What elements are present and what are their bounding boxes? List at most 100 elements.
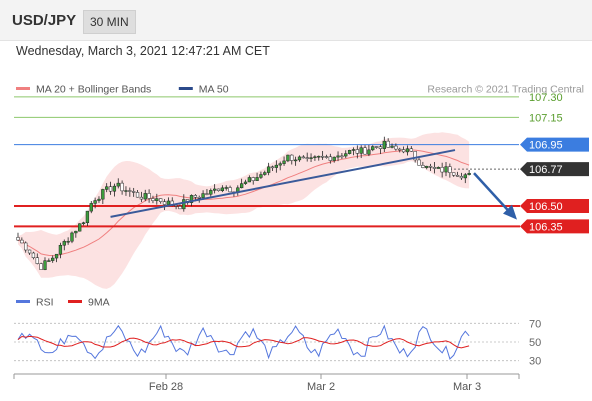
- rsi-legend-swatch-1: [68, 300, 82, 303]
- header-bar: USD/JPY 30 MIN: [0, 0, 592, 41]
- timeframe-button[interactable]: 30 MIN: [83, 10, 136, 34]
- candle-body-60: [247, 177, 252, 183]
- candle-body-52: [216, 188, 221, 191]
- credit-text: Research © 2021 Trading Central: [427, 84, 584, 96]
- ma20-line: [17, 149, 470, 257]
- candle-body-83: [336, 155, 340, 158]
- candle-body-69: [282, 160, 286, 164]
- candle-body-91: [367, 149, 371, 155]
- rsi-level-label-1: 50: [529, 337, 541, 349]
- candle-body-34: [147, 193, 151, 199]
- candle-body-86: [347, 150, 352, 154]
- candle-body-73: [297, 156, 302, 161]
- level-badge-5: [520, 219, 589, 234]
- candle-body-46: [193, 195, 198, 198]
- candle-body-23: [105, 186, 109, 190]
- x-tick-label-0: Feb 28: [149, 381, 183, 393]
- candle-body-76: [309, 157, 313, 159]
- candle-body-29: [128, 190, 132, 192]
- candle-body-17: [81, 222, 86, 224]
- candle-body-112: [448, 166, 452, 173]
- projection-arrow-shaft: [473, 172, 512, 215]
- candle-body-47: [197, 197, 201, 199]
- candle-body-12: [62, 241, 66, 246]
- candle-body-58: [239, 183, 244, 189]
- candle-body-102: [409, 148, 413, 152]
- candle-body-35: [151, 198, 155, 201]
- candle-body-94: [378, 146, 383, 149]
- candle-body-77: [313, 156, 317, 159]
- candle-body-5: [35, 257, 39, 264]
- candle-body-15: [74, 230, 78, 234]
- projection-arrow-head: [503, 204, 517, 220]
- candle-body-101: [405, 148, 410, 153]
- candle-body-37: [159, 198, 163, 202]
- candle-body-79: [320, 155, 325, 158]
- candle-body-111: [444, 166, 448, 173]
- candle-body-2: [24, 242, 28, 251]
- candle-body-25: [112, 185, 117, 192]
- x-tick-label-1: Mar 2: [307, 381, 335, 393]
- candle-body-96: [386, 140, 390, 148]
- level-label-2: 106.95: [529, 140, 563, 152]
- trendline: [110, 149, 456, 218]
- candle-body-45: [189, 195, 194, 203]
- candle-body-0: [16, 237, 20, 241]
- candle-body-50: [209, 190, 213, 195]
- rsi-level-label-0: 70: [529, 318, 541, 330]
- candle-body-24: [108, 186, 113, 192]
- candle-body-62: [255, 177, 259, 181]
- level-label-5: 106.35: [529, 221, 563, 233]
- candle-body-68: [278, 163, 282, 166]
- candle-body-41: [174, 205, 178, 207]
- candle-body-3: [27, 249, 32, 254]
- candle-body-115: [459, 176, 464, 179]
- candle-body-54: [224, 187, 228, 189]
- level-label-1: 107.15: [529, 112, 563, 124]
- candle-body-36: [155, 198, 159, 201]
- candle-body-18: [85, 210, 90, 223]
- level-badge-2: [520, 137, 589, 152]
- candle-body-31: [135, 192, 140, 198]
- candle-body-117: [467, 173, 471, 175]
- candle-body-48: [201, 193, 205, 198]
- candle-body-88: [355, 149, 359, 154]
- candle-body-10: [54, 253, 59, 259]
- candle-body-109: [436, 167, 440, 169]
- candle-body-30: [132, 191, 136, 193]
- candle-body-87: [351, 149, 356, 151]
- candle-body-9: [51, 257, 55, 261]
- candle-body-89: [359, 147, 363, 154]
- candle-body-70: [286, 154, 290, 162]
- candle-body-16: [78, 223, 82, 232]
- candle-body-105: [421, 165, 425, 168]
- candle-body-71: [290, 154, 294, 161]
- candle-body-64: [263, 172, 267, 175]
- candle-body-55: [228, 187, 232, 193]
- rsi-legend-label-1: 9MA: [88, 297, 110, 309]
- candle-body-72: [293, 159, 298, 162]
- candle-body-116: [463, 174, 467, 179]
- candle-body-42: [178, 206, 182, 210]
- x-tick-label-2: Mar 3: [453, 381, 481, 393]
- candle-body-11: [58, 244, 63, 255]
- candle-body-8: [47, 260, 51, 262]
- level-label-0: 107.30: [529, 92, 563, 104]
- candle-body-1: [20, 239, 24, 244]
- candle-body-74: [301, 156, 305, 159]
- candle-body-63: [259, 174, 263, 178]
- candle-body-49: [205, 193, 209, 195]
- candle-body-107: [428, 165, 433, 168]
- candle-body-103: [413, 151, 417, 161]
- candle-body-90: [363, 147, 367, 155]
- candle-body-93: [374, 146, 379, 148]
- candle-body-22: [101, 189, 105, 200]
- legend-label-1: MA 50: [199, 84, 229, 96]
- candle-body-100: [401, 149, 406, 153]
- candle-body-75: [305, 157, 309, 159]
- legend-swatch-1: [178, 87, 193, 90]
- candle-body-19: [89, 203, 93, 212]
- candle-body-4: [31, 252, 36, 258]
- candle-body-65: [266, 166, 271, 173]
